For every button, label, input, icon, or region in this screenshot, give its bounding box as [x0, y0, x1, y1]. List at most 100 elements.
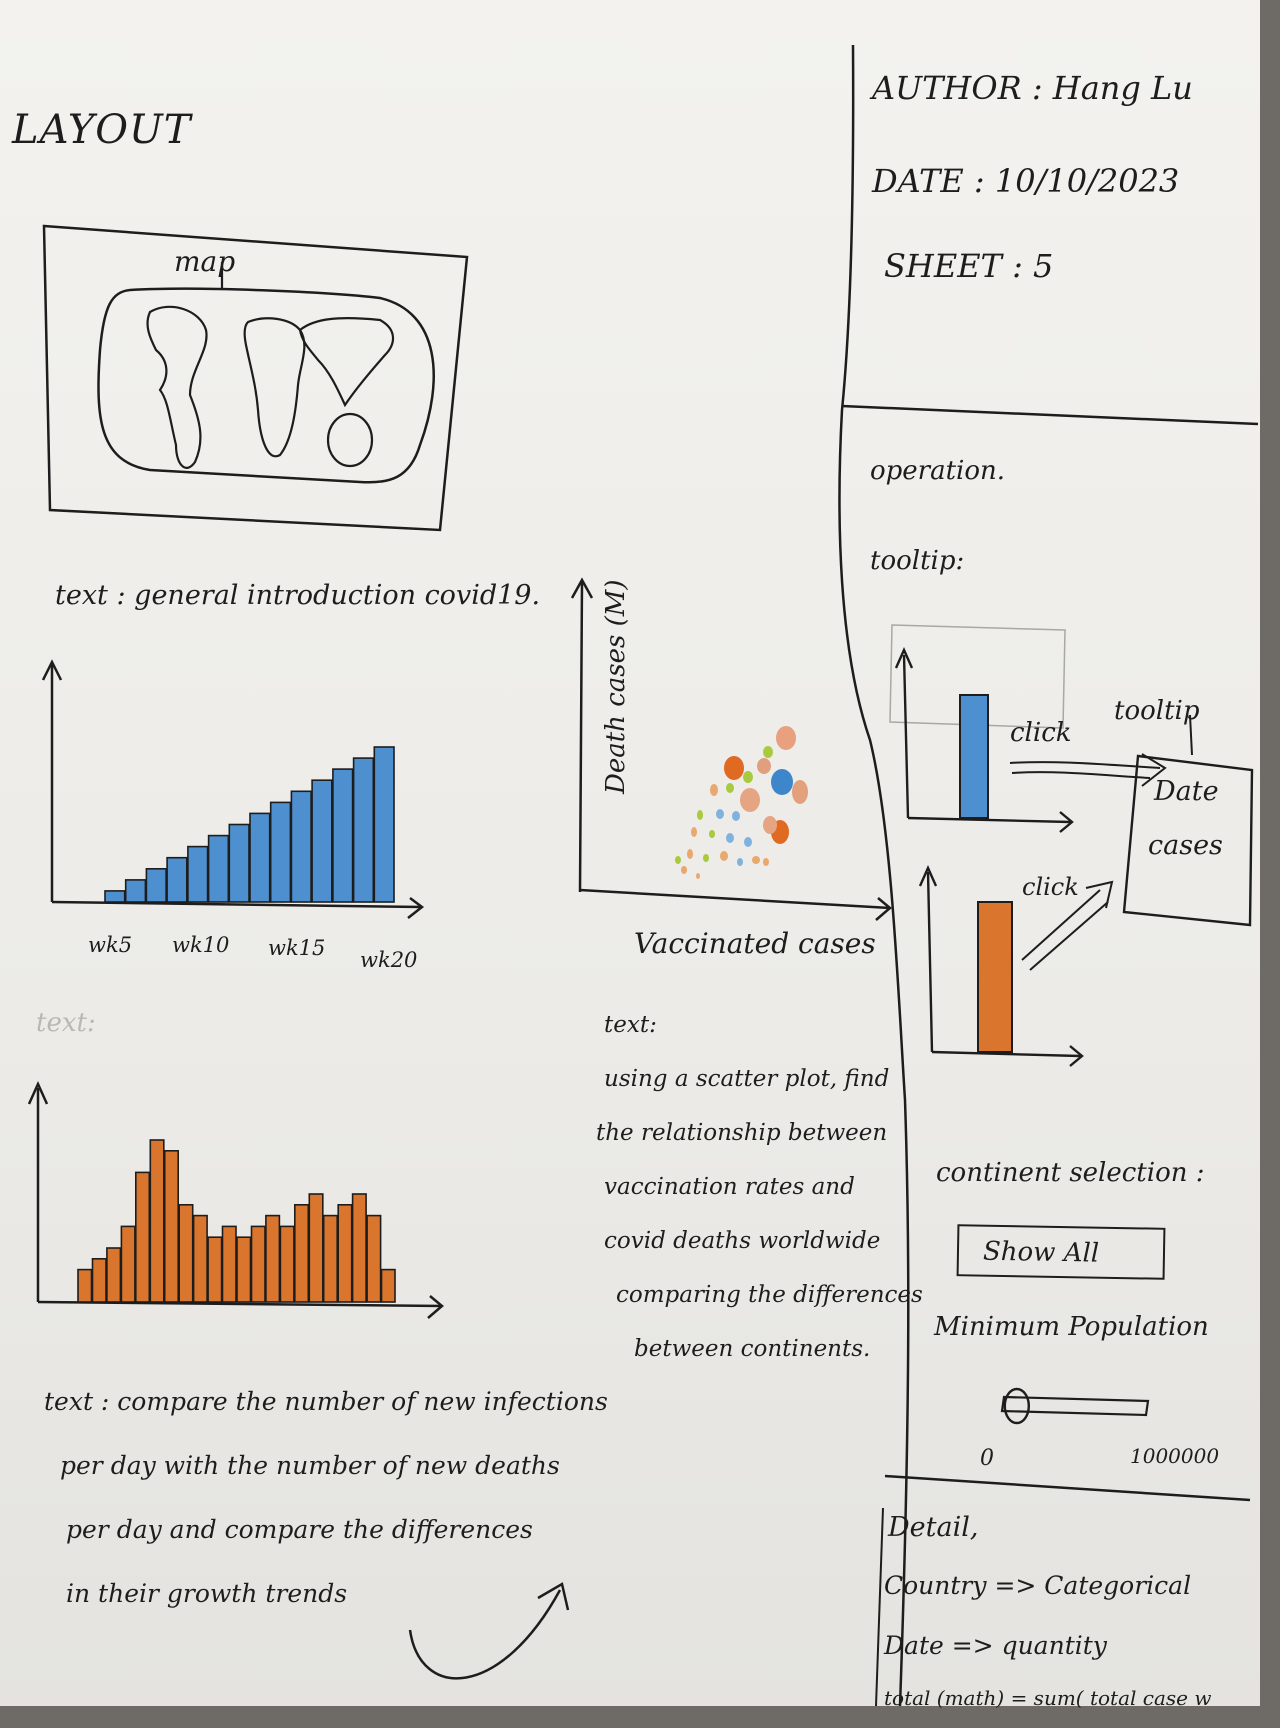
- scatter-plot: [570, 577, 892, 921]
- scatter-point: [740, 788, 760, 812]
- orange-bar: [221, 1225, 237, 1303]
- scatter-point: [710, 784, 718, 796]
- scatter-point: [716, 809, 724, 819]
- slider-max-label: 1000000: [1130, 1444, 1220, 1468]
- scatter-point: [720, 851, 728, 861]
- orange-bar: [366, 1214, 382, 1303]
- growth-text-line: in their growth trends: [66, 1579, 348, 1608]
- mini-chart-2-bar: [977, 901, 1013, 1053]
- orange-bar: [192, 1214, 208, 1303]
- scatter-text-line: text:: [604, 1012, 657, 1038]
- vertical-divider: [838, 44, 910, 1707]
- date-label: DATE : 10/10/2023: [872, 162, 1180, 200]
- faint-text-label: text:: [36, 1008, 96, 1038]
- blue-bar: [269, 801, 292, 903]
- blue-bar: [124, 879, 147, 903]
- tooltip-arrow-1: [1009, 761, 1161, 769]
- blue-bar: [352, 757, 375, 903]
- orange-bar: [322, 1214, 339, 1303]
- scatter-y-axis: [578, 581, 584, 893]
- tooltip-box-cases: cases: [1148, 830, 1223, 861]
- scatter-point: [737, 858, 743, 866]
- tick-label-wk5: wk5: [88, 933, 133, 957]
- blue-bar: [290, 790, 312, 903]
- tooltip-arrow-2-body: [1029, 901, 1109, 971]
- orange-bar: [380, 1268, 396, 1303]
- scatter-point: [763, 816, 777, 834]
- tick-label-wk20: wk20: [360, 948, 418, 972]
- mini-chart-1-bar: [959, 694, 989, 819]
- sheet-label: SHEET : 5: [884, 247, 1054, 285]
- blue-bar: [104, 890, 126, 903]
- tooltip-arrow-1-body: [1011, 771, 1151, 779]
- scatter-point: [697, 810, 703, 820]
- population-slider[interactable]: [990, 1385, 1170, 1435]
- orange-chart-y-arrow: [27, 1080, 49, 1105]
- scatter-text-line: comparing the differences: [616, 1282, 923, 1308]
- scatter-y-label: Death cases (M): [601, 579, 631, 795]
- growth-text-line: text : compare the number of new infecti…: [44, 1387, 608, 1416]
- growth-text-line: per day and compare the differences: [66, 1515, 533, 1544]
- orange-bar: [337, 1204, 353, 1303]
- detail-divider: [884, 1474, 1251, 1502]
- map-label: map: [174, 245, 236, 278]
- scatter-text-line: vaccination rates and: [604, 1174, 855, 1200]
- mini-chart-2-x-arrow: [1069, 1045, 1084, 1067]
- blue-bar: [145, 868, 167, 903]
- detail-left-line: [875, 1507, 884, 1707]
- blue-bar: [166, 856, 188, 903]
- blue-chart-x-arrow: [407, 897, 425, 919]
- scatter-point: [792, 780, 808, 804]
- tooltip-heading: tooltip:: [870, 546, 965, 576]
- scatter-point: [776, 726, 796, 750]
- scatter-point: [743, 771, 753, 783]
- click-label-1: click: [1010, 718, 1072, 748]
- orange-bar: [91, 1258, 107, 1303]
- min-population-label: Minimum Population: [934, 1312, 1209, 1342]
- map-frame: [42, 224, 469, 532]
- scatter-point: [763, 858, 769, 866]
- tooltip-arrow-1-head: [1141, 753, 1167, 787]
- interaction-sketch: [889, 624, 1254, 1067]
- orange-bar: [351, 1193, 367, 1303]
- blue-bar: [228, 823, 250, 903]
- scatter-points: [675, 726, 808, 879]
- operation-heading: operation.: [870, 456, 1006, 486]
- detail-line: Date => quantity: [884, 1631, 1107, 1660]
- map-panel: [42, 224, 469, 532]
- layout-title: LAYOUT: [12, 107, 192, 153]
- scatter-point: [681, 866, 687, 874]
- continent-selection-label: continent selection :: [936, 1158, 1205, 1188]
- scatter-x-axis: [579, 888, 891, 910]
- scatter-text: text: using a scatter plot, find the rel…: [596, 998, 923, 1376]
- scatter-text-line: the relationship between: [596, 1120, 888, 1146]
- scatter-point: [763, 746, 773, 758]
- orange-bar: [149, 1139, 165, 1303]
- orange-bar: [250, 1225, 266, 1303]
- detail-heading: Detail,: [888, 1512, 979, 1543]
- mini-chart-1-y-axis: [902, 654, 910, 819]
- flow-arrow: [408, 1582, 570, 1680]
- hover-region: [889, 624, 1066, 729]
- orange-bar: [236, 1236, 252, 1303]
- scatter-point: [709, 830, 715, 838]
- slider-min-label: 0: [980, 1446, 994, 1471]
- blue-bar: [373, 746, 395, 903]
- tooltip-box: [1122, 754, 1254, 927]
- continent-africa: [243, 317, 306, 458]
- scatter-point: [744, 837, 752, 847]
- orange-bar: [77, 1268, 93, 1303]
- scatter-point: [726, 833, 734, 843]
- scatter-point: [771, 769, 793, 795]
- scatter-point: [696, 873, 700, 879]
- tooltip-connector: [1189, 714, 1193, 756]
- tick-label-wk10: wk10: [172, 933, 230, 957]
- scatter-text-line: between continents.: [634, 1336, 871, 1362]
- orange-bar: [293, 1204, 310, 1303]
- detail-list: Country => Categorical Date => quantity …: [884, 1556, 1211, 1728]
- scatter-point: [691, 827, 697, 837]
- orange-bars: [77, 1139, 396, 1303]
- show-all-button[interactable]: Show All: [956, 1224, 1166, 1280]
- mini-chart-2-x-axis: [931, 1050, 1081, 1058]
- mini-chart-1-x-axis: [907, 816, 1071, 824]
